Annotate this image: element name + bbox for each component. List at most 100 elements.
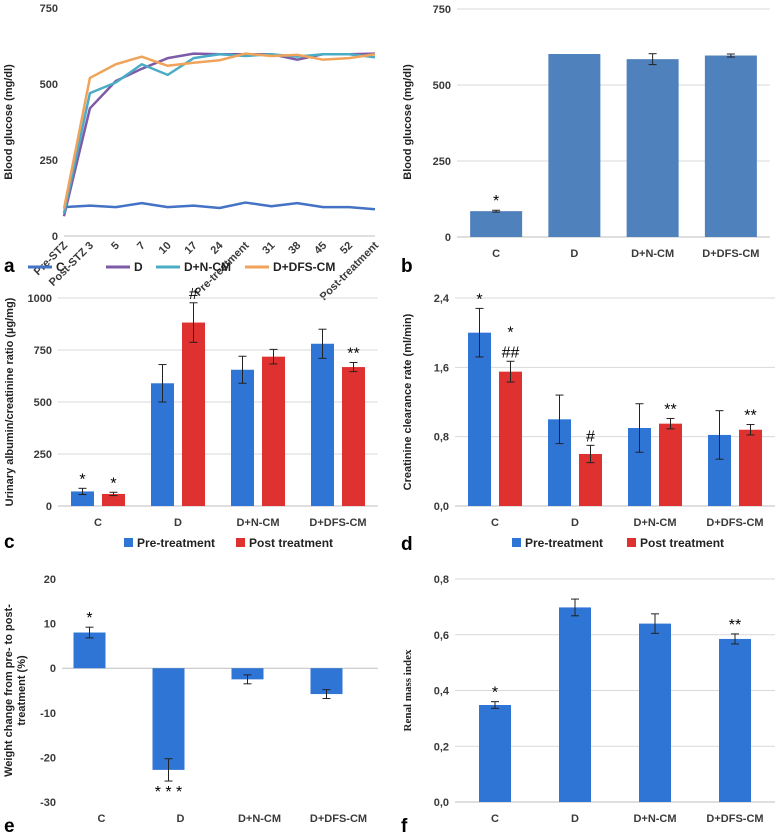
x-tick-label: D xyxy=(570,248,578,260)
bar-d-n-cm xyxy=(231,668,264,680)
y-tick-label: 0 xyxy=(52,231,58,243)
bar-d-n-cm-pre-treatment xyxy=(628,428,651,506)
y-axis-label: Creatinine clearance rate (ml/min) xyxy=(402,313,414,490)
y-tick-label: 0,2 xyxy=(434,741,449,753)
x-tick-label: D+N-CM xyxy=(633,517,676,529)
panel-e-bar-chart: -30 -20 -10 0 10 20 Weight change from pre- to… xyxy=(3,574,378,834)
panel-letter: b xyxy=(401,256,413,277)
y-tick-label: 0,8 xyxy=(434,574,449,586)
x-tick-label: 7 xyxy=(135,240,148,253)
y-tick-label: 1,6 xyxy=(434,362,449,374)
x-tick-label: D xyxy=(177,813,185,825)
bar-c xyxy=(73,632,106,669)
x-tick-label: 38 xyxy=(286,240,303,257)
y-tick-label: -30 xyxy=(40,797,56,809)
panel-c-grouped-bar-chart: 0 250 500 750 1000 Urinary albumin/creatinine… xyxy=(4,286,378,553)
y-axis-label-line: Weight change from pre- to post- xyxy=(3,604,15,777)
y-tick-label: 0 xyxy=(46,501,52,513)
significance-marker: ** xyxy=(744,408,756,425)
legend-label: D xyxy=(134,260,143,274)
legend-label: Pre-treatment xyxy=(137,536,215,550)
y-tick-label: 0 xyxy=(445,232,451,244)
x-tick-label: C xyxy=(98,813,106,825)
x-tick-label: C xyxy=(491,517,499,529)
y-tick-label: -10 xyxy=(40,708,56,720)
x-tick-label: D+N-CM xyxy=(631,248,674,260)
bar-d-dfs-cm xyxy=(719,638,751,802)
significance-marker: # xyxy=(586,428,595,445)
x-tick-label: D+N-CM xyxy=(236,517,279,529)
y-tick-label: 10 xyxy=(44,619,56,631)
significance-marker: ** xyxy=(664,401,676,418)
y-tick-label: 500 xyxy=(433,80,451,92)
y-tick-label: 250 xyxy=(34,449,52,461)
y-axis-label-line: treatment (%) xyxy=(16,655,28,726)
y-axis-label: Weight change from pre- to post-treatmen… xyxy=(3,604,28,777)
x-tick-label: D+N-CM xyxy=(238,813,281,825)
panel-letter: a xyxy=(4,256,15,277)
x-tick-label: D+DFS-CM xyxy=(706,813,763,825)
panel-letter: c xyxy=(4,532,15,553)
bar-c xyxy=(470,211,523,237)
bar-d-dfs-cm xyxy=(704,55,757,238)
legend-swatch xyxy=(512,538,521,547)
y-tick-label: 250 xyxy=(40,155,58,167)
bar-c-pre-treatment xyxy=(468,332,491,506)
y-axis-label: Urinary albumin/creatinine ratio (µg/mg) xyxy=(4,297,16,506)
bar-d-n-cm xyxy=(639,623,671,802)
panel-letter: d xyxy=(401,534,413,555)
x-tick-label: D xyxy=(174,517,182,529)
significance-marker: # xyxy=(189,286,198,303)
bar-c xyxy=(479,704,511,802)
y-tick-label: 250 xyxy=(433,156,451,168)
bar-d-post-treatment xyxy=(579,454,602,506)
legend-label: D+N-CM xyxy=(184,260,231,274)
legend-label: Pre-treatment xyxy=(525,536,603,550)
x-tick-label: D xyxy=(571,517,579,529)
x-tick-label: D+N-CM xyxy=(633,813,676,825)
legend-swatch xyxy=(627,538,636,547)
y-tick-label: 500 xyxy=(34,397,52,409)
bar-c-post-treatment xyxy=(499,371,522,506)
y-tick-label: 750 xyxy=(40,3,58,15)
significance-marker: * xyxy=(476,291,482,308)
y-axis-label: Renal mass index xyxy=(402,649,414,731)
y-tick-label: 500 xyxy=(40,79,58,91)
bar-d-post-treatment xyxy=(182,322,205,506)
y-tick-label: 0,4 xyxy=(434,686,450,698)
x-tick-label: D xyxy=(571,813,579,825)
significance-marker: ** xyxy=(347,345,359,362)
panel-d-grouped-bar-chart: 0,0 0,8 1,6 2,4 Creatinine clearance rate (m… xyxy=(401,291,775,555)
panel-f-bar-chart: 0,0 0,2 0,4 0,6 0,8 Renal mass index * C D D+N-CM… xyxy=(401,574,775,834)
legend-swatch xyxy=(124,538,133,547)
panel-letter: e xyxy=(4,816,15,834)
y-tick-label: 0,6 xyxy=(434,630,449,642)
significance-marker: * xyxy=(493,193,499,210)
bar-d-n-cm-post-treatment xyxy=(659,423,682,506)
x-tick-label: C xyxy=(94,517,102,529)
bar-c-post-treatment xyxy=(102,493,125,506)
y-tick-label: 0,8 xyxy=(434,432,449,444)
series-line-d-dfs-cm xyxy=(62,52,376,209)
bar-d-dfs-cm-post-treatment xyxy=(342,367,365,506)
bar-d-n-cm-post-treatment xyxy=(262,356,285,506)
significance-marker: ** xyxy=(729,617,741,634)
x-tick-label: 45 xyxy=(312,240,329,257)
x-tick-label: C xyxy=(492,248,500,260)
x-tick-label: D+DFS-CM xyxy=(310,813,367,825)
y-axis-label: Blood glucose (mg/dl) xyxy=(402,64,414,180)
significance-marker: * xyxy=(507,324,513,341)
y-tick-label: 2,4 xyxy=(434,293,450,305)
bar-d xyxy=(152,668,185,770)
x-tick-label: C xyxy=(491,813,499,825)
significance-marker: * * * xyxy=(155,784,183,801)
panel-letter: f xyxy=(401,816,408,834)
x-tick-label: D+DFS-CM xyxy=(702,248,759,260)
x-tick-label: D+DFS-CM xyxy=(706,517,763,529)
legend-label: Post treatment xyxy=(249,536,333,550)
y-tick-label: 750 xyxy=(433,4,451,16)
y-tick-label: 1000 xyxy=(28,293,52,305)
legend-label: Post treatment xyxy=(640,536,724,550)
legend-swatch xyxy=(236,538,245,547)
